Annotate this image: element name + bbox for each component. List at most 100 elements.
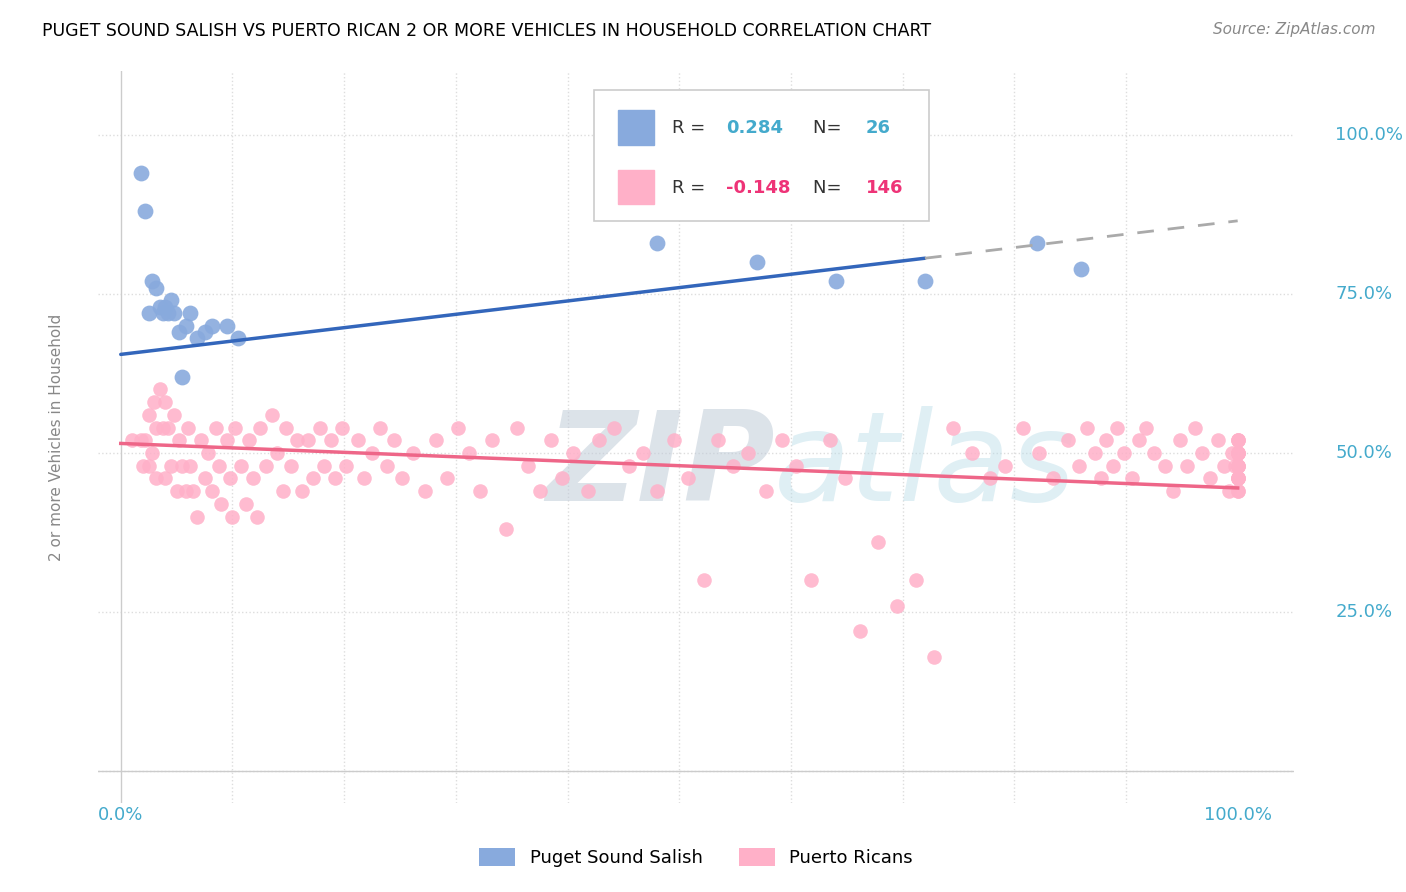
Text: 75.0%: 75.0% bbox=[1336, 285, 1392, 303]
Point bbox=[177, 420, 200, 434]
Point bbox=[254, 458, 277, 473]
Point bbox=[179, 458, 201, 473]
Point bbox=[834, 471, 856, 485]
Point bbox=[1198, 471, 1220, 485]
Point bbox=[603, 420, 626, 434]
Point bbox=[335, 458, 357, 473]
Point bbox=[134, 434, 156, 448]
Point bbox=[1226, 458, 1249, 473]
Point bbox=[458, 446, 481, 460]
Point bbox=[1084, 446, 1107, 460]
Point bbox=[1191, 446, 1213, 460]
Point bbox=[167, 325, 190, 339]
Point bbox=[323, 471, 346, 485]
Point bbox=[134, 204, 156, 219]
Point bbox=[562, 446, 585, 460]
Point bbox=[1070, 261, 1092, 276]
Point bbox=[312, 458, 335, 473]
Point bbox=[576, 484, 599, 499]
Point bbox=[215, 434, 238, 448]
Point bbox=[1105, 420, 1128, 434]
Point bbox=[645, 236, 668, 251]
Point bbox=[160, 458, 183, 473]
Point bbox=[922, 649, 945, 664]
Point bbox=[588, 434, 610, 448]
Point bbox=[1226, 434, 1249, 448]
Point bbox=[384, 434, 406, 448]
Point bbox=[1226, 458, 1249, 473]
Point bbox=[849, 624, 872, 638]
Point bbox=[402, 446, 425, 460]
Point bbox=[197, 446, 219, 460]
Point bbox=[129, 166, 152, 180]
Point bbox=[156, 420, 179, 434]
Point bbox=[994, 458, 1017, 473]
Point bbox=[141, 446, 163, 460]
Text: R =: R = bbox=[672, 119, 711, 136]
Point bbox=[1168, 434, 1191, 448]
Point bbox=[201, 484, 224, 499]
Legend: Puget Sound Salish, Puerto Ricans: Puget Sound Salish, Puerto Ricans bbox=[472, 840, 920, 874]
Point bbox=[1226, 434, 1249, 448]
Text: N=: N= bbox=[813, 178, 848, 196]
Point bbox=[676, 471, 699, 485]
Point bbox=[163, 306, 186, 320]
Text: 2 or more Vehicles in Household: 2 or more Vehicles in Household bbox=[49, 313, 65, 561]
Point bbox=[633, 446, 655, 460]
Point bbox=[1226, 471, 1249, 485]
Point bbox=[770, 434, 793, 448]
Point bbox=[368, 420, 391, 434]
Point bbox=[319, 434, 342, 448]
Point bbox=[747, 255, 769, 269]
Point bbox=[1090, 471, 1112, 485]
Text: Source: ZipAtlas.com: Source: ZipAtlas.com bbox=[1212, 22, 1375, 37]
Point bbox=[201, 318, 224, 333]
Point bbox=[163, 408, 186, 422]
Point bbox=[152, 306, 174, 320]
Text: PUGET SOUND SALISH VS PUERTO RICAN 2 OR MORE VEHICLES IN HOUSEHOLD CORRELATION C: PUGET SOUND SALISH VS PUERTO RICAN 2 OR … bbox=[42, 22, 931, 40]
Text: atlas: atlas bbox=[773, 406, 1076, 527]
Point bbox=[617, 458, 640, 473]
Bar bbox=[619, 170, 654, 204]
Point bbox=[481, 434, 503, 448]
Point bbox=[1218, 484, 1240, 499]
Point bbox=[866, 535, 889, 549]
Point bbox=[506, 420, 529, 434]
Point bbox=[129, 434, 152, 448]
Point bbox=[721, 458, 744, 473]
Point bbox=[886, 599, 908, 613]
Point bbox=[391, 471, 413, 485]
Point bbox=[121, 434, 143, 448]
Point bbox=[246, 509, 269, 524]
Point bbox=[1184, 420, 1206, 434]
Text: 26: 26 bbox=[866, 119, 890, 136]
Point bbox=[152, 420, 174, 434]
Point bbox=[149, 300, 172, 314]
Point bbox=[353, 471, 375, 485]
FancyBboxPatch shape bbox=[595, 89, 929, 221]
Point bbox=[1226, 471, 1249, 485]
Point bbox=[183, 484, 205, 499]
Point bbox=[174, 484, 197, 499]
Point bbox=[186, 509, 208, 524]
Point bbox=[818, 434, 841, 448]
Point bbox=[138, 306, 160, 320]
Point bbox=[226, 331, 249, 345]
Point bbox=[1128, 434, 1150, 448]
Point bbox=[824, 274, 846, 288]
Point bbox=[662, 434, 685, 448]
Point bbox=[167, 434, 190, 448]
Point bbox=[145, 420, 167, 434]
Text: 25.0%: 25.0% bbox=[1336, 603, 1392, 621]
Point bbox=[141, 274, 163, 288]
Point bbox=[1143, 446, 1166, 460]
Point bbox=[166, 484, 188, 499]
Point bbox=[172, 369, 194, 384]
Point bbox=[436, 471, 458, 485]
Point bbox=[425, 434, 447, 448]
Point bbox=[1226, 446, 1249, 460]
Point bbox=[914, 274, 936, 288]
Point bbox=[235, 497, 257, 511]
Point bbox=[1121, 471, 1143, 485]
Text: R =: R = bbox=[672, 178, 711, 196]
